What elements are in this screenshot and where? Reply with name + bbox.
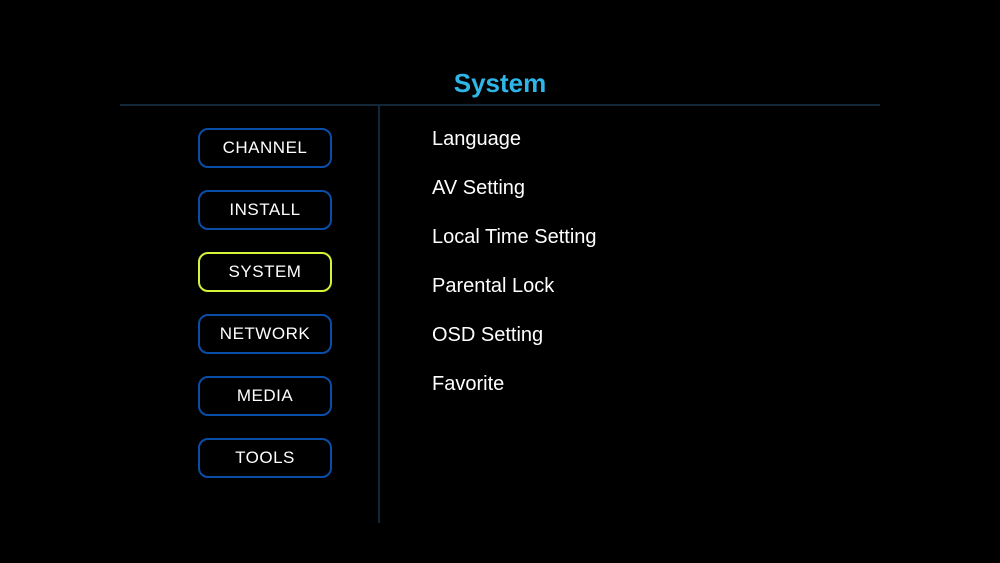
sidebar-item-install[interactable]: INSTALL	[198, 190, 332, 230]
content-area: CHANNEL INSTALL SYSTEM NETWORK MEDIA TOO…	[120, 104, 880, 523]
sidebar-item-channel[interactable]: CHANNEL	[198, 128, 332, 168]
menu-item-favorite[interactable]: Favorite	[432, 373, 880, 396]
menu-item-local-time-setting[interactable]: Local Time Setting	[432, 226, 880, 249]
sidebar-item-label: MEDIA	[237, 386, 293, 406]
sidebar-item-tools[interactable]: TOOLS	[198, 438, 332, 478]
menu-item-parental-lock[interactable]: Parental Lock	[432, 275, 880, 298]
sidebar-item-system[interactable]: SYSTEM	[198, 252, 332, 292]
sidebar-item-label: CHANNEL	[223, 138, 308, 158]
sidebar-item-media[interactable]: MEDIA	[198, 376, 332, 416]
sidebar-item-label: TOOLS	[235, 448, 295, 468]
sidebar-nav: CHANNEL INSTALL SYSTEM NETWORK MEDIA TOO…	[120, 104, 380, 523]
menu-item-osd-setting[interactable]: OSD Setting	[432, 324, 880, 347]
menu-item-av-setting[interactable]: AV Setting	[432, 177, 880, 200]
sidebar-item-label: INSTALL	[229, 200, 300, 220]
sidebar-item-network[interactable]: NETWORK	[198, 314, 332, 354]
sidebar-item-label: NETWORK	[220, 324, 310, 344]
settings-panel: Language AV Setting Local Time Setting P…	[380, 104, 880, 422]
menu-item-language[interactable]: Language	[432, 128, 880, 151]
sidebar-item-label: SYSTEM	[229, 262, 302, 282]
screen: System CHANNEL INSTALL SYSTEM NETWORK ME…	[0, 0, 1000, 563]
